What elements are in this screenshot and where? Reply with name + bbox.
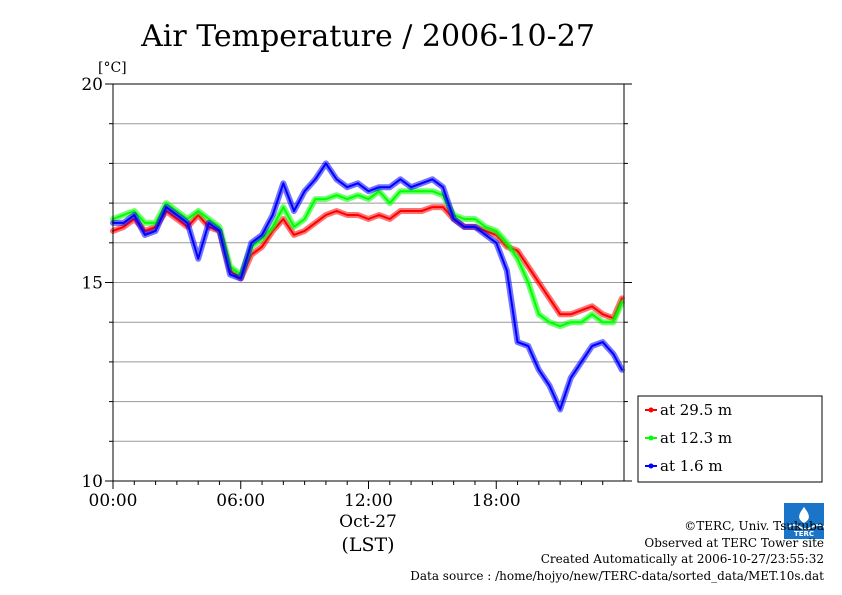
- legend-box: [637, 395, 823, 483]
- y-tick-label: 20: [81, 75, 103, 95]
- legend-label: at 29.5 m: [660, 401, 732, 419]
- legend-label: at 1.6 m: [660, 457, 723, 475]
- series-line-halo: [110, 188, 625, 330]
- y-axis-unit-label: [°C]: [98, 60, 127, 76]
- legend-marker: [648, 463, 654, 469]
- logo-text: TERC: [794, 530, 814, 538]
- grid-lines: [113, 123, 624, 442]
- y-tick-label: 10: [81, 472, 103, 492]
- credits-block: ©TERC, Univ. Tsukuba Observed at TERC To…: [410, 518, 824, 584]
- x-tick-label: 00:00: [89, 491, 138, 511]
- y-tick-label: 15: [81, 274, 103, 294]
- site-text: Observed at TERC Tower site: [644, 535, 824, 550]
- created-text: Created Automatically at 2006-10-27/23:5…: [540, 552, 824, 566]
- source-text: Data source : /home/hojyo/new/TERC-data/…: [410, 568, 824, 583]
- series-lines: [110, 160, 625, 413]
- terc-logo: TERC: [784, 503, 824, 539]
- axis-ticks: 10 15 20 00:00 06:00 12:00 18:00: [81, 75, 632, 511]
- copyright-text: ©TERC, Univ. Tsukuba: [684, 519, 824, 533]
- x-date-label: Oct-27: [339, 512, 397, 532]
- x-tick-label: 06:00: [216, 491, 265, 511]
- series-line: [112, 190, 623, 328]
- legend-marker: [648, 435, 654, 441]
- series-line: [112, 162, 623, 411]
- legend: at 29.5 m at 12.3 m at 1.6 m: [637, 395, 823, 483]
- legend-marker: [648, 407, 654, 413]
- wave-icon: [787, 524, 824, 530]
- x-axis-label: (LST): [341, 534, 394, 556]
- series-line: [112, 206, 623, 320]
- x-tick-label: 12:00: [344, 491, 393, 511]
- chart-title: Air Temperature / 2006-10-27: [140, 19, 595, 54]
- water-drop-icon: [799, 507, 809, 523]
- x-tick-label: 18:00: [472, 491, 521, 511]
- legend-label: at 12.3 m: [660, 429, 732, 447]
